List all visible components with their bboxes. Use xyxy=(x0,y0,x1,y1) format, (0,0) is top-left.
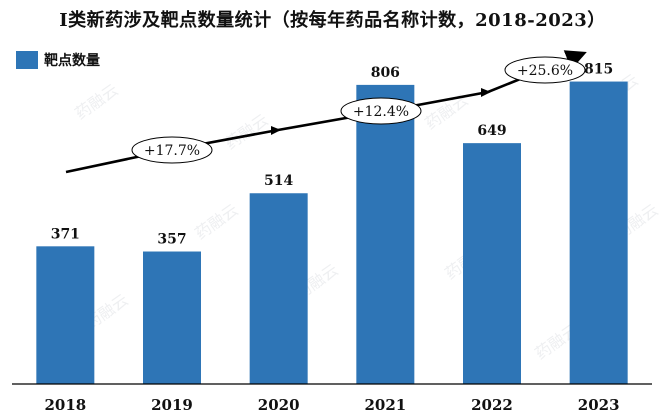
bar xyxy=(143,251,201,384)
growth-annotation: +25.6% xyxy=(504,56,586,84)
annotation-ellipse xyxy=(340,97,422,125)
trend-layer: +17.7% +12.4% +25.6% xyxy=(65,50,587,174)
legend: 靶点数量 xyxy=(16,50,100,70)
legend-label: 靶点数量 xyxy=(44,53,100,69)
annotation-ellipse xyxy=(131,136,213,164)
annotation-text: +17.7% xyxy=(144,143,200,159)
bar xyxy=(463,143,521,384)
growth-annotation: +12.4% xyxy=(340,97,422,125)
legend-swatch xyxy=(16,51,38,69)
bar-value-label: 649 xyxy=(477,123,506,139)
annotation-text: +12.4% xyxy=(353,104,409,120)
bar-value-label: 357 xyxy=(157,232,186,248)
annotation-ellipse xyxy=(504,56,586,84)
x-tick-label: 2021 xyxy=(364,396,406,414)
watermark-text: 药融云 xyxy=(71,80,121,123)
x-tick-label: 2020 xyxy=(258,396,300,414)
annotation-text: +25.6% xyxy=(517,63,573,79)
bar xyxy=(249,193,308,384)
axis-layer: 2018 2019 2020 2021 2022 2023 xyxy=(12,383,652,414)
bars-layer: 371 357 514 806 649 815 xyxy=(36,62,628,385)
x-tick-label: 2022 xyxy=(471,396,513,414)
bar xyxy=(356,84,415,384)
bar-value-label: 806 xyxy=(371,65,400,81)
watermark-text: 药融云 xyxy=(191,200,241,243)
growth-annotation: +17.7% xyxy=(131,136,213,164)
bar-value-label: 815 xyxy=(584,62,613,78)
bar-value-label: 371 xyxy=(51,226,80,242)
x-tick-label: 2018 xyxy=(44,396,86,414)
bar xyxy=(569,81,628,385)
bar xyxy=(36,246,95,384)
chart-title: I类新药涉及靶点数量统计（按每年药品名称计数，2018-2023） xyxy=(59,10,606,31)
x-tick-label: 2023 xyxy=(578,396,620,414)
bar-value-label: 514 xyxy=(264,173,293,189)
trend-arrow-tick xyxy=(481,88,491,97)
x-tick-label: 2019 xyxy=(151,396,193,414)
trend-arrow-tick xyxy=(271,126,281,135)
